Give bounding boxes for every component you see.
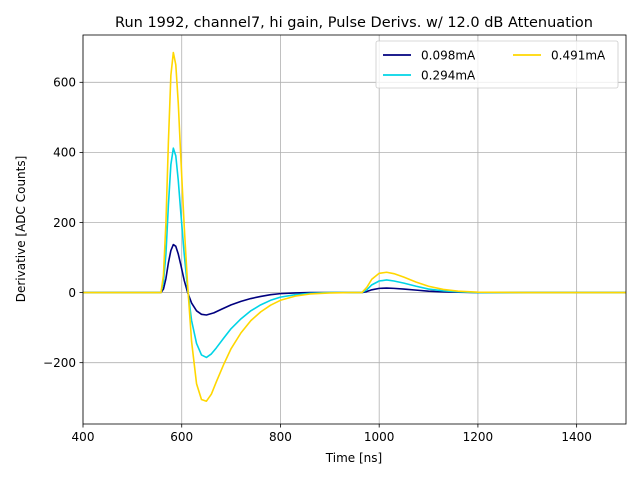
x-tick-label: 1000 — [364, 430, 395, 444]
legend: 0.098mA 0.294mA 0.491mA — [375, 40, 619, 89]
legend-label-2: 0.491mA — [551, 49, 606, 63]
x-axis-label: Time [ns] — [325, 451, 382, 465]
series-line-1 — [83, 147, 626, 359]
ticks: 400 600 800 1000 1200 1400 −200 0 200 400 600 — [43, 76, 592, 444]
x-tick-label: 1200 — [463, 430, 494, 444]
y-tick-label: 200 — [53, 216, 76, 230]
y-tick-label: 400 — [53, 146, 76, 160]
y-tick-label: −200 — [43, 356, 76, 370]
x-tick-label: 800 — [269, 430, 292, 444]
legend-label-0: 0.098mA — [421, 49, 476, 63]
series-layer — [83, 51, 626, 403]
x-tick-label: 400 — [72, 430, 95, 444]
x-tick-label: 1400 — [561, 430, 592, 444]
legend-label-1: 0.294mA — [421, 69, 476, 83]
legend-box — [375, 40, 619, 89]
y-axis-label: Derivative [ADC Counts] — [14, 156, 28, 303]
series-line-0 — [83, 243, 626, 316]
x-tick-label: 600 — [170, 430, 193, 444]
plot-frame — [82, 34, 627, 425]
series-line-2 — [83, 51, 626, 403]
y-tick-label: 0 — [68, 286, 76, 300]
plot-area — [83, 35, 626, 424]
y-tick-label: 600 — [53, 76, 76, 90]
chart-title: Run 1992, channel7, hi gain, Pulse Deriv… — [115, 15, 593, 31]
